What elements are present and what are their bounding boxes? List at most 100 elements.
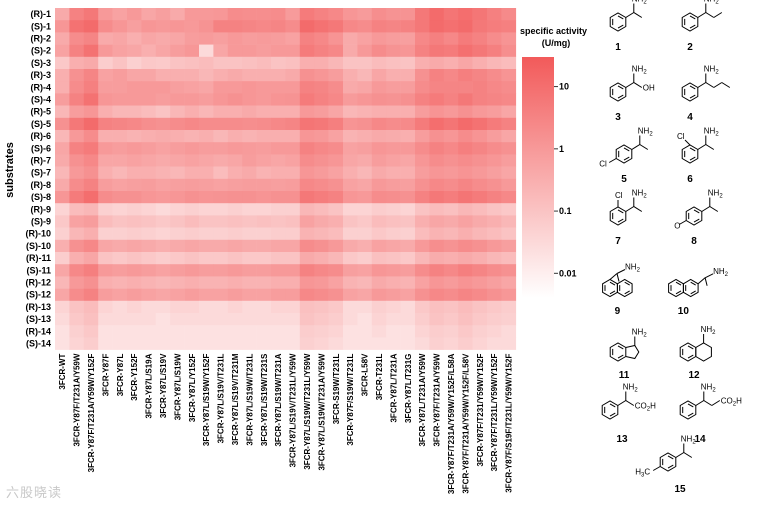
heatmap-cell [501, 32, 517, 45]
heatmap-cell [83, 105, 99, 119]
heatmap-cell [170, 20, 185, 33]
column-label: 3FCR-Y87L/S19W/T231A/Y59W [317, 353, 326, 470]
heatmap-cell [357, 313, 373, 326]
heatmap-cell [429, 130, 445, 143]
watermark-text: 六股晓读 [6, 486, 63, 501]
heatmap-cell [242, 215, 257, 228]
heatmap-cell [357, 44, 373, 58]
heatmap-cell [472, 142, 488, 155]
heatmap-cell [256, 44, 272, 58]
structure-atom-label: NH2 [623, 383, 639, 394]
heatmap-cell [443, 203, 459, 216]
heatmap-cell [429, 105, 445, 119]
heatmap-cell [69, 69, 85, 82]
heatmap-cell [242, 81, 257, 94]
heatmap-cell [285, 264, 301, 277]
heatmap-cell [299, 178, 315, 192]
heatmap-cell [141, 32, 157, 45]
heatmap-cell [242, 276, 257, 289]
heatmap-cell [299, 154, 315, 167]
heatmap-cell [472, 154, 488, 167]
heatmap-cell [69, 215, 85, 228]
row-label: (R)-10 [25, 229, 51, 239]
heatmap-cell [69, 93, 85, 106]
heatmap-cell [314, 227, 329, 241]
heatmap-cell [487, 117, 502, 131]
heatmap-cell [141, 93, 157, 106]
heatmap-cell [170, 313, 185, 326]
heatmap-cell [443, 154, 459, 167]
heatmap-cell [501, 105, 517, 119]
heatmap-cell [271, 20, 286, 33]
heatmap-cell [415, 313, 430, 326]
heatmap-cell [83, 313, 99, 326]
heatmap-cell [227, 93, 243, 106]
structure-atom-label: NH2 [632, 0, 648, 6]
heatmap-cell [141, 239, 157, 253]
heatmap-cell [443, 276, 459, 289]
heatmap-cell [184, 20, 200, 33]
heatmap-cell [256, 69, 272, 82]
heatmap-cell [83, 337, 99, 350]
heatmap-cell [184, 191, 200, 204]
heatmap-cell [458, 8, 473, 21]
heatmap-cell [429, 288, 445, 302]
heatmap-cell [112, 252, 128, 265]
heatmap-cell [69, 154, 85, 167]
heatmap-cell [127, 44, 142, 58]
heatmap-cell [112, 300, 128, 314]
heatmap-cell [487, 69, 502, 82]
heatmap-cell [400, 117, 416, 131]
heatmap-cell [328, 276, 344, 289]
heatmap-cell [415, 276, 430, 289]
heatmap-cell [458, 81, 473, 94]
heatmap-cell [415, 44, 430, 58]
compound-8: NH2 O 8 [674, 189, 723, 248]
compound-12: NH2 12 [679, 325, 716, 381]
heatmap-cell [170, 117, 185, 131]
heatmap-cell [55, 239, 70, 253]
heatmap-cell [213, 252, 229, 265]
heatmap-cell [127, 32, 142, 45]
heatmap-cell [472, 130, 488, 143]
heatmap-cell [415, 81, 430, 94]
heatmap-cell [55, 191, 70, 204]
heatmap-cell [400, 215, 416, 228]
heatmap-cell [357, 8, 373, 21]
heatmap-cell [112, 325, 128, 338]
column-label: 3FCR-Y87L/Y152F [188, 353, 197, 422]
heatmap-cell [155, 69, 171, 82]
heatmap-cell [98, 117, 113, 131]
heatmap-cell [98, 142, 113, 155]
structure-atom-label: NH2 [704, 0, 720, 6]
heatmap-cell [256, 276, 272, 289]
heatmap-cell [55, 142, 70, 155]
heatmap-cell [487, 130, 502, 143]
heatmap-cell [472, 32, 488, 45]
heatmap-cell [472, 227, 488, 241]
heatmap-cell [199, 252, 214, 265]
heatmap-cell [127, 215, 142, 228]
heatmap-cell [429, 56, 445, 70]
heatmap-cell [69, 313, 85, 326]
heatmap-cell [487, 313, 502, 326]
heatmap-cell [98, 337, 113, 350]
heatmap-cell [242, 337, 257, 350]
heatmap-cell [141, 227, 157, 241]
heatmap-cell [127, 325, 142, 338]
heatmap-cell [184, 154, 200, 167]
structure-atom-label: CO2H [721, 397, 742, 408]
heatmap-cell [458, 166, 473, 180]
heatmap-cell [501, 203, 517, 216]
heatmap-cell [458, 44, 473, 58]
heatmap-cell [415, 56, 430, 70]
heatmap-cell [299, 130, 315, 143]
heatmap-cell [285, 130, 301, 143]
heatmap-cell [199, 215, 214, 228]
heatmap-cell [155, 56, 171, 70]
heatmap-cell [83, 288, 99, 302]
heatmap-cell [299, 32, 315, 45]
heatmap-cell [328, 130, 344, 143]
heatmap-cell [69, 239, 85, 253]
heatmap-cell [98, 32, 113, 45]
